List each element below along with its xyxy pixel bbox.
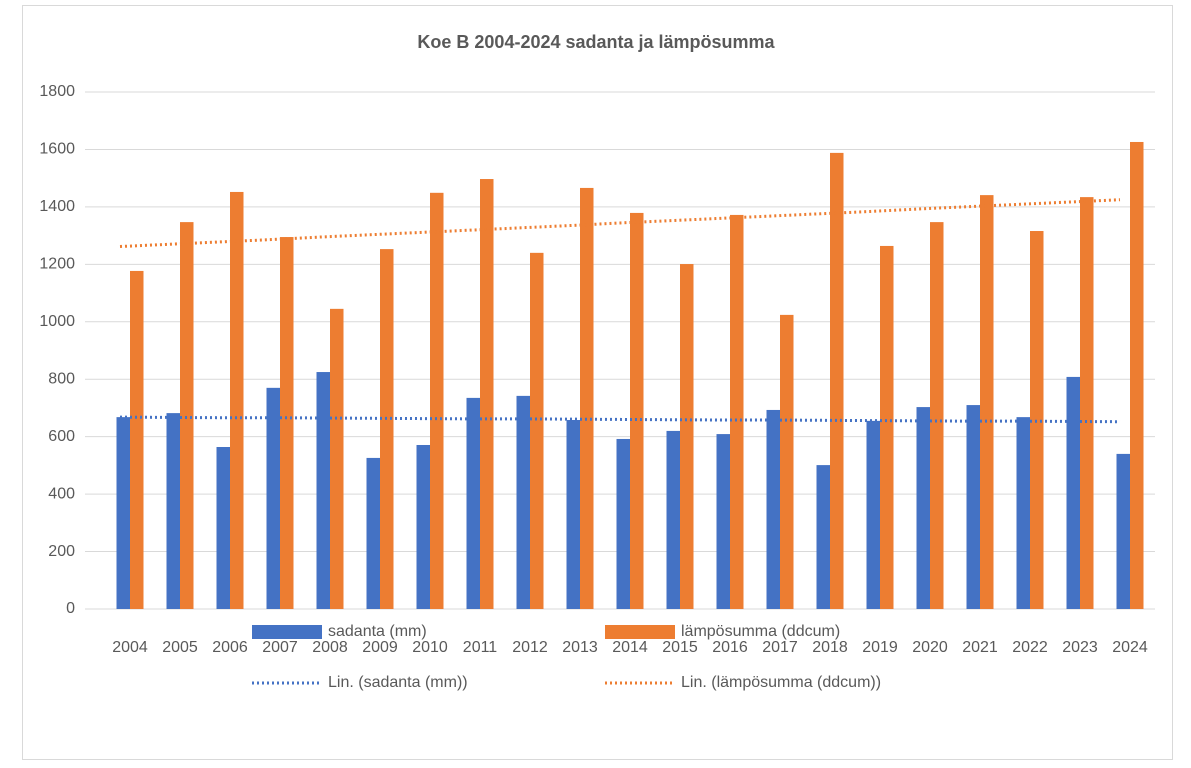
trend-line: [119, 415, 1121, 424]
bar: [1066, 376, 1080, 609]
bar: [366, 457, 380, 609]
bar: [530, 252, 544, 609]
x-tick-label: 2022: [1012, 639, 1048, 656]
bar: [266, 387, 280, 609]
x-tick-label: 2012: [512, 639, 548, 656]
bar: [166, 413, 180, 609]
legend-swatch: [252, 625, 322, 639]
legend-label: lämpösumma (ddcum): [681, 623, 840, 640]
bar: [116, 417, 130, 609]
bar: [330, 308, 344, 609]
y-tick-label: 200: [48, 543, 75, 560]
bar: [380, 249, 394, 610]
bar: [716, 434, 730, 609]
x-tick-label: 2024: [1112, 639, 1148, 656]
bar: [816, 465, 830, 609]
bar: [930, 222, 944, 609]
y-tick-label: 1400: [39, 198, 75, 215]
x-tick-label: 2007: [262, 639, 298, 656]
y-tick-label: 1200: [39, 256, 75, 273]
bar: [1116, 453, 1130, 609]
bar: [280, 237, 294, 609]
bar: [880, 245, 894, 609]
x-tick-label: 2017: [762, 639, 798, 656]
bar: [630, 212, 644, 609]
x-tick-label: 2014: [612, 639, 648, 656]
bar: [766, 409, 780, 609]
y-tick-label: 1800: [39, 83, 75, 100]
x-tick-label: 2011: [463, 639, 498, 656]
y-tick-label: 0: [66, 600, 75, 617]
bar: [316, 372, 330, 609]
bar: [780, 314, 794, 609]
bar: [416, 444, 430, 609]
y-tick-label: 1600: [39, 141, 75, 158]
bar: [480, 179, 494, 610]
bar: [916, 407, 930, 609]
bar: [730, 214, 744, 610]
x-tick-label: 2020: [912, 639, 948, 656]
bar: [430, 192, 444, 609]
bar: [980, 195, 994, 609]
trend-line: [119, 198, 1121, 249]
x-tick-label: 2018: [812, 639, 848, 656]
x-tick-label: 2008: [312, 639, 348, 656]
x-tick-label: 2015: [662, 639, 698, 656]
bar: [830, 152, 844, 609]
y-tick-label: 400: [48, 485, 75, 502]
bar: [966, 405, 980, 609]
bar: [680, 264, 694, 609]
bar: [216, 447, 230, 609]
bar: [466, 397, 480, 609]
bar: [666, 430, 680, 609]
x-tick-label: 2013: [562, 639, 598, 656]
bar: [516, 395, 530, 609]
chart-title: Koe B 2004-2024 sadanta ja lämpösumma: [417, 32, 775, 52]
bar: [230, 191, 244, 609]
legend-label: sadanta (mm): [328, 623, 427, 640]
x-tick-label: 2004: [112, 639, 148, 656]
bar: [1130, 141, 1144, 609]
x-tick-label: 2006: [212, 639, 248, 656]
x-tick-label: 2010: [412, 639, 448, 656]
bar: [180, 222, 194, 609]
bar: [866, 420, 880, 609]
bar: [1080, 197, 1094, 609]
y-tick-label: 800: [48, 370, 75, 387]
legend-swatch: [605, 625, 675, 639]
bar: [616, 438, 630, 609]
y-tick-label: 600: [48, 428, 75, 445]
x-tick-label: 2023: [1062, 639, 1098, 656]
x-tick-label: 2016: [712, 639, 748, 656]
legend-label: Lin. (lämpösumma (ddcum)): [681, 674, 881, 691]
bar: [580, 187, 594, 609]
legend-label: Lin. (sadanta (mm)): [328, 674, 468, 691]
x-tick-label: 2005: [162, 639, 198, 656]
x-tick-label: 2019: [862, 639, 898, 656]
bar: [566, 420, 580, 609]
y-tick-label: 1000: [39, 313, 75, 330]
x-tick-label: 2009: [362, 639, 398, 656]
x-tick-label: 2021: [962, 639, 998, 656]
bar: [1016, 417, 1030, 609]
bar: [130, 270, 144, 609]
